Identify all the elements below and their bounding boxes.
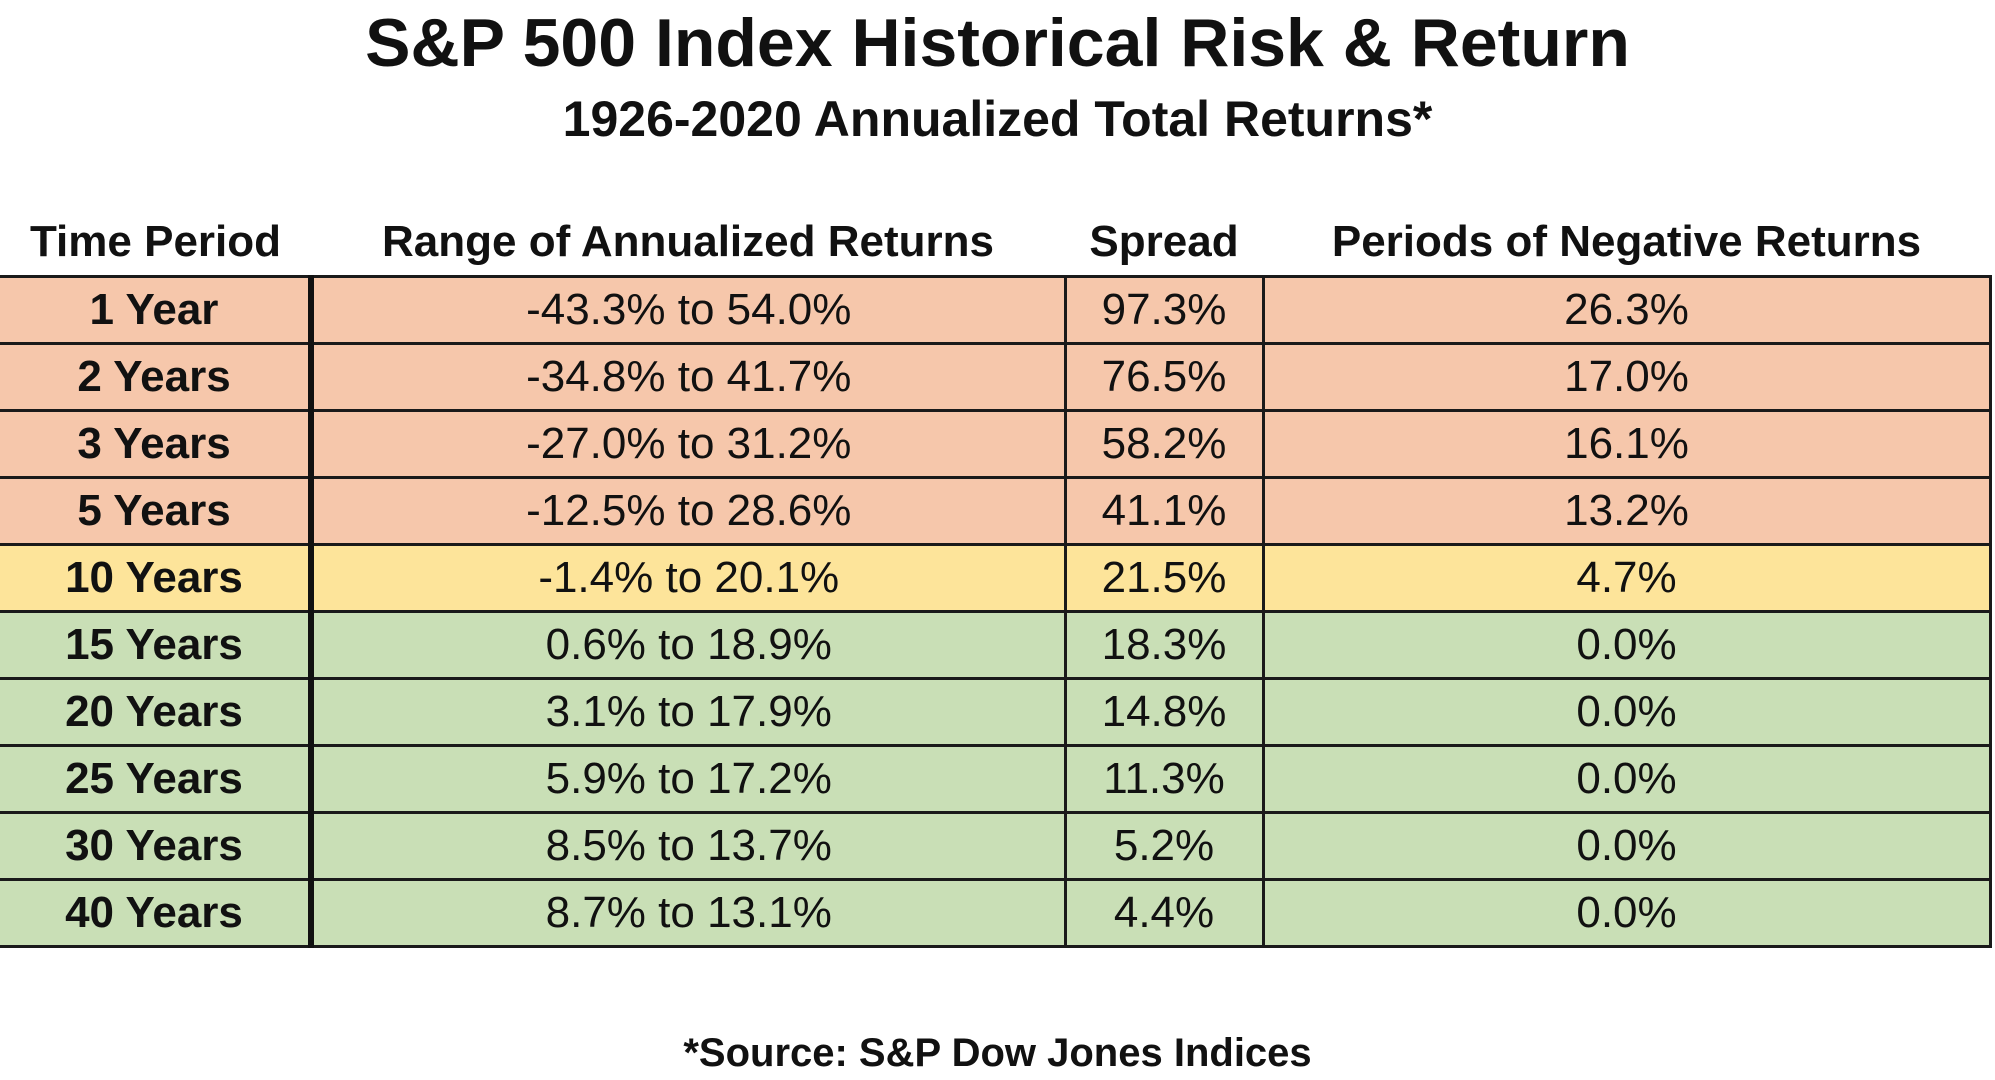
cell-negative-periods: 0.0% [1261,811,1992,881]
cell-spread: 5.2% [1063,811,1265,881]
cell-negative-periods: 17.0% [1261,342,1992,412]
cell-negative-periods: 13.2% [1261,476,1992,546]
cell-negative-periods: 0.0% [1261,878,1992,948]
source-footnote: *Source: S&P Dow Jones Indices [683,1031,1312,1075]
cell-negative-periods: 0.0% [1261,744,1992,814]
chart-subtitle: 1926-2020 Annualized Total Returns* [562,91,1433,147]
cell-time-period: 3 Years [0,409,314,479]
column-header-spread: Spread [1089,217,1239,266]
column-header-time-period: Time Period [29,217,282,266]
cell-time-period: 15 Years [0,610,314,680]
cell-spread: 18.3% [1063,610,1265,680]
cell-negative-periods: 4.7% [1261,543,1992,613]
column-header-negative-periods: Periods of Negative Returns [1331,217,1922,266]
table-row: 15 Years 0.6% to 18.9% 18.3% 0.0% [0,610,1992,680]
cell-spread: 14.8% [1063,677,1265,747]
table-row: 5 Years -12.5% to 28.6% 41.1% 13.2% [0,476,1992,546]
table-header-row: Time Period Range of Annualized Returns … [0,209,1990,277]
cell-return-range: 3.1% to 17.9% [309,677,1067,747]
cell-return-range: -43.3% to 54.0% [309,275,1067,345]
table-row: 30 Years 8.5% to 13.7% 5.2% 0.0% [0,811,1992,881]
cell-return-range: 0.6% to 18.9% [309,610,1067,680]
cell-negative-periods: 16.1% [1261,409,1992,479]
table-row: 3 Years -27.0% to 31.2% 58.2% 16.1% [0,409,1992,479]
cell-spread: 76.5% [1063,342,1265,412]
cell-return-range: 8.5% to 13.7% [309,811,1067,881]
cell-time-period: 5 Years [0,476,314,546]
cell-return-range: 8.7% to 13.1% [309,878,1067,948]
cell-spread: 41.1% [1063,476,1265,546]
table-row: 20 Years 3.1% to 17.9% 14.8% 0.0% [0,677,1992,747]
cell-return-range: -34.8% to 41.7% [309,342,1067,412]
cell-spread: 58.2% [1063,409,1265,479]
cell-time-period: 40 Years [0,878,314,948]
cell-spread: 97.3% [1063,275,1265,345]
cell-time-period: 25 Years [0,744,314,814]
cell-spread: 21.5% [1063,543,1265,613]
cell-return-range: -1.4% to 20.1% [309,543,1067,613]
column-header-range: Range of Annualized Returns [382,217,994,266]
cell-return-range: -12.5% to 28.6% [309,476,1067,546]
cell-return-range: -27.0% to 31.2% [309,409,1067,479]
risk-return-table: Time Period Range of Annualized Returns … [0,209,1992,948]
table-row: 10 Years -1.4% to 20.1% 21.5% 4.7% [0,543,1992,613]
table-row: 2 Years -34.8% to 41.7% 76.5% 17.0% [0,342,1992,412]
cell-spread: 4.4% [1063,878,1265,948]
table-row: 25 Years 5.9% to 17.2% 11.3% 0.0% [0,744,1992,814]
cell-time-period: 1 Year [0,275,314,345]
table-body: 1 Year -43.3% to 54.0% 97.3% 26.3% 2 Years -3… [0,275,1992,948]
cell-time-period: 30 Years [0,811,314,881]
cell-negative-periods: 26.3% [1261,275,1992,345]
cell-time-period: 20 Years [0,677,314,747]
cell-spread: 11.3% [1063,744,1265,814]
table-row: 1 Year -43.3% to 54.0% 97.3% 26.3% [0,275,1992,345]
cell-return-range: 5.9% to 17.2% [309,744,1067,814]
table-row: 40 Years 8.7% to 13.1% 4.4% 0.0% [0,878,1992,948]
cell-negative-periods: 0.0% [1261,677,1992,747]
chart-title: S&P 500 Index Historical Risk & Return [365,5,1630,81]
cell-negative-periods: 0.0% [1261,610,1992,680]
cell-time-period: 2 Years [0,342,314,412]
cell-time-period: 10 Years [0,543,314,613]
